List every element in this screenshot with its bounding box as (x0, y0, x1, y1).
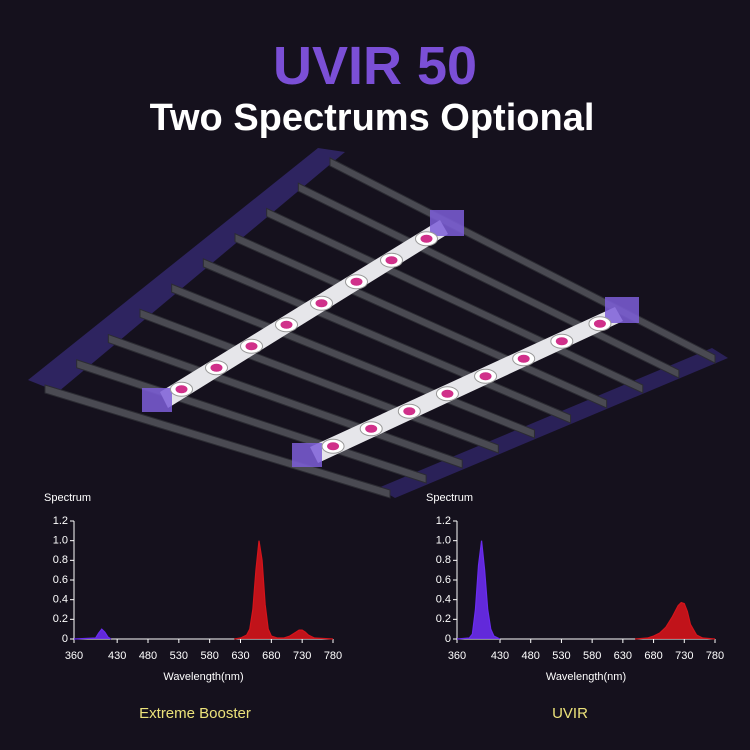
x-tick-label: 780 (324, 650, 342, 662)
x-tick-label: 480 (522, 650, 540, 662)
chart-caption: Extreme Booster (139, 705, 251, 722)
y-tick-label: 0.8 (53, 554, 68, 566)
area-fill (635, 602, 715, 639)
led-core (280, 320, 293, 329)
led-core (365, 424, 378, 433)
x-tick-label: 780 (706, 650, 724, 662)
led-core (441, 389, 454, 398)
title: UVIR 50 (273, 36, 477, 96)
y-tick-label: 0.2 (53, 613, 68, 625)
led-core (555, 337, 568, 346)
x-tick-label: 480 (139, 650, 157, 662)
area-fill (457, 540, 500, 639)
y-axis-label: Spectrum (426, 492, 473, 504)
led-core (593, 319, 606, 328)
chart-caption: UVIR (552, 705, 588, 722)
end-cap (292, 443, 322, 467)
x-tick-label: 360 (448, 650, 466, 662)
led-strip (310, 307, 623, 463)
y-tick-label: 0.2 (436, 613, 451, 625)
x-tick-label: 430 (108, 650, 126, 662)
x-tick-label: 360 (65, 650, 83, 662)
end-cap (605, 297, 639, 323)
led-core (350, 277, 363, 286)
spectrum-line (234, 540, 334, 640)
x-axis-label: Wavelength(nm) (163, 671, 243, 683)
led-core (420, 234, 433, 243)
y-tick-label: 0.6 (53, 574, 68, 586)
spectrum-line (456, 540, 501, 640)
area-fill (234, 540, 333, 639)
x-tick-label: 680 (262, 650, 280, 662)
led-core (210, 363, 223, 372)
x-tick-label: 730 (293, 650, 311, 662)
led-core (403, 407, 416, 416)
y-tick-label: 0.4 (53, 594, 68, 606)
y-tick-label: 0 (445, 633, 451, 645)
y-tick-label: 0 (62, 633, 68, 645)
end-cap (142, 388, 172, 412)
spectrum-line (635, 601, 716, 640)
x-tick-label: 430 (491, 650, 509, 662)
y-axis-label: Spectrum (44, 492, 91, 504)
x-tick-label: 730 (675, 650, 693, 662)
led-core (517, 354, 530, 363)
y-tick-label: 0.4 (436, 594, 451, 606)
y-tick-label: 1.2 (436, 515, 451, 527)
x-tick-label: 630 (614, 650, 632, 662)
led-core (315, 299, 328, 308)
spectrum-line (73, 628, 112, 640)
area-fill (74, 629, 111, 639)
y-tick-label: 1.0 (436, 535, 451, 547)
x-tick-label: 530 (552, 650, 570, 662)
led-strip (160, 220, 448, 408)
led-core (245, 342, 258, 351)
x-tick-label: 580 (200, 650, 218, 662)
subtitle: Two Spectrums Optional (150, 97, 595, 139)
x-tick-label: 530 (170, 650, 188, 662)
y-tick-label: 1.2 (53, 515, 68, 527)
led-core (385, 256, 398, 265)
y-tick-label: 1.0 (53, 535, 68, 547)
x-axis-label: Wavelength(nm) (546, 671, 626, 683)
led-core (175, 385, 188, 394)
product-image (28, 148, 728, 499)
y-tick-label: 0.6 (436, 574, 451, 586)
led-core (327, 442, 340, 451)
x-tick-label: 680 (644, 650, 662, 662)
end-cap (430, 210, 464, 236)
led-core (479, 372, 492, 381)
light-bar (44, 384, 391, 499)
left-rail (28, 148, 345, 392)
y-tick-label: 0.8 (436, 554, 451, 566)
x-tick-label: 630 (231, 650, 249, 662)
x-tick-label: 580 (583, 650, 601, 662)
